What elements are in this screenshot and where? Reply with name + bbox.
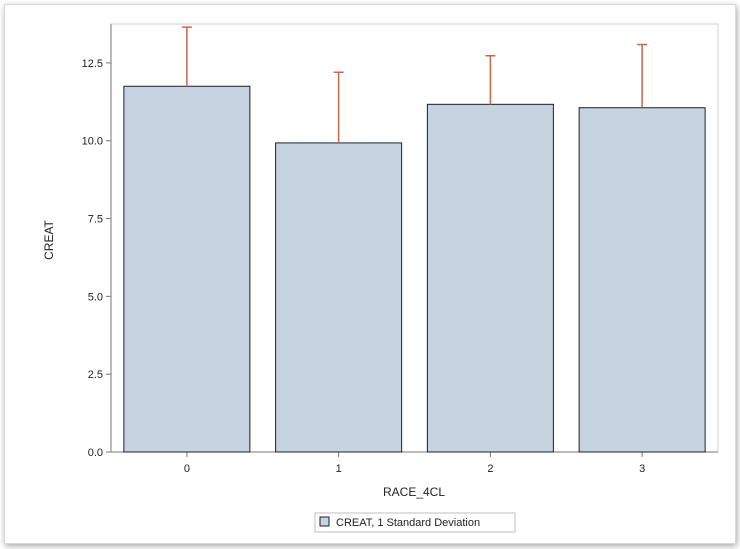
- y-tick-label: 7.5: [88, 214, 103, 226]
- x-tick-label: 1: [336, 463, 342, 475]
- y-tick-label: 10.0: [82, 136, 103, 148]
- y-tick-label: 0.0: [88, 447, 103, 459]
- legend-swatch: [319, 516, 330, 527]
- bars-group: [123, 85, 706, 453]
- legend-label: CREAT, 1 Standard Deviation: [336, 517, 480, 529]
- y-tick-label: 5.0: [88, 291, 103, 303]
- x-axis-title: RACE_4CL: [383, 485, 445, 499]
- legend: CREAT, 1 Standard Deviation: [314, 512, 516, 533]
- bar: [123, 85, 251, 453]
- y-axis-title: CREAT: [42, 219, 56, 259]
- bar: [426, 103, 554, 453]
- bar: [275, 142, 403, 453]
- x-axis-ticks: 0 1 2 3: [184, 452, 645, 475]
- x-tick-label: 2: [487, 463, 493, 475]
- legend-box: [314, 512, 516, 533]
- x-tick-label: 0: [184, 463, 190, 475]
- y-axis-ticks: 0.0 2.5 5.0 7.5 10.0 12.5: [82, 58, 111, 459]
- y-tick-label: 12.5: [82, 58, 103, 70]
- bar: [578, 107, 706, 453]
- error-bars-group: [181, 26, 648, 143]
- y-tick-label: 2.5: [88, 369, 103, 381]
- x-tick-label: 3: [639, 463, 645, 475]
